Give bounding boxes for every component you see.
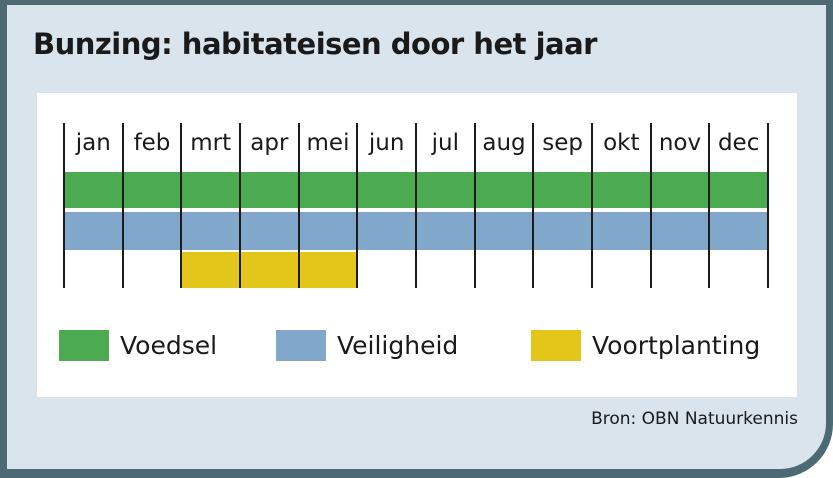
month-label: aug <box>482 130 526 156</box>
month-label: feb <box>133 130 171 156</box>
month-cell: apr <box>239 123 298 288</box>
month-label: jul <box>431 130 459 156</box>
month-label: apr <box>250 130 289 156</box>
month-label: jan <box>75 130 111 156</box>
month-label: mei <box>306 130 350 156</box>
month-cell: jun <box>356 123 415 288</box>
legend-swatch-veiligheid <box>276 330 326 361</box>
legend-label-veiligheid: Veiligheid <box>337 331 459 360</box>
legend-swatch-voortplanting <box>531 330 581 361</box>
month-label: jun <box>368 130 405 156</box>
bar-voortplanting <box>180 252 358 288</box>
legend-item-voortplanting: Voortplanting <box>531 330 760 361</box>
card-panel: Bunzing: habitateisen door het jaar jan … <box>7 5 826 469</box>
month-cell: dec <box>708 123 767 288</box>
month-cell: aug <box>473 123 533 288</box>
month-label: dec <box>717 130 760 156</box>
month-timeline: jan feb mrt apr mei jun jul aug sep okt … <box>63 123 769 288</box>
legend: Voedsel Veiligheid Voortplanting <box>37 330 797 361</box>
source-credit: Bron: OBN Natuurkennis <box>591 409 798 429</box>
month-label: mrt <box>190 130 232 156</box>
month-label: okt <box>603 130 640 156</box>
month-cell: okt <box>591 123 650 288</box>
chart-title: Bunzing: habitateisen door het jaar <box>33 27 597 61</box>
month-cell: feb <box>121 123 181 288</box>
legend-swatch-voedsel <box>59 330 109 361</box>
legend-label-voedsel: Voedsel <box>120 331 218 360</box>
legend-item-veiligheid: Veiligheid <box>276 330 458 361</box>
chart-area: jan feb mrt apr mei jun jul aug sep okt … <box>37 93 797 397</box>
legend-item-voedsel: Voedsel <box>59 330 217 361</box>
months-grid: jan feb mrt apr mei jun jul aug sep okt … <box>63 123 769 288</box>
month-cell: jul <box>415 123 474 288</box>
month-label: sep <box>542 130 584 156</box>
month-cell: sep <box>532 123 591 288</box>
month-cell: nov <box>649 123 709 288</box>
month-cell: jan <box>63 123 122 288</box>
month-cell: mei <box>297 123 357 288</box>
month-label: nov <box>658 130 702 156</box>
legend-label-voortplanting: Voortplanting <box>592 331 761 360</box>
month-cell: mrt <box>180 123 239 288</box>
